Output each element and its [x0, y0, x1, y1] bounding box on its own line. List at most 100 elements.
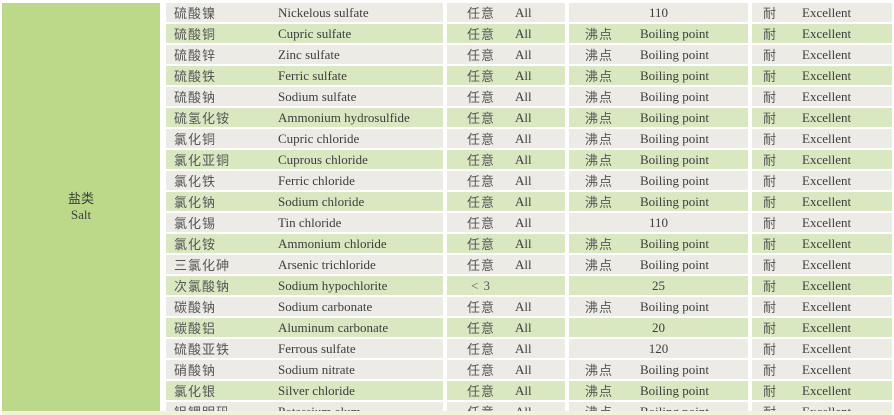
concentration-en: All: [515, 67, 532, 83]
name-cell: 碳酸钠 Sodium carbonate: [160, 297, 443, 316]
concentration-en: All: [515, 256, 532, 272]
name-zh: 硝酸钠: [174, 363, 217, 378]
temperature-value: 120: [648, 340, 669, 356]
concentration-zh: 任意: [466, 363, 495, 378]
name-en: Nickelous sulfate: [278, 4, 369, 20]
concentration-en: All: [515, 4, 532, 20]
resistance-cell: 耐 Excellent: [748, 129, 892, 148]
temperature-zh: 沸点: [584, 48, 613, 63]
temperature-cell: 沸点 Boiling point: [565, 234, 748, 253]
name-cell: 硫酸铜 Cupric sulfate: [160, 24, 443, 43]
name-en: Potassium alum: [278, 403, 361, 415]
name-cell: 氯化锡 Tin chloride: [160, 213, 443, 232]
temperature-cell: 沸点 Boiling point: [565, 360, 748, 379]
concentration-cell: 任意 All: [443, 192, 565, 211]
concentration-zh: 任意: [466, 258, 495, 273]
resistance-zh: 耐: [762, 174, 777, 189]
concentration-zh: 任意: [466, 132, 495, 147]
concentration-en: All: [515, 151, 532, 167]
resistance-en: Excellent: [802, 298, 852, 314]
name-zh: 次氯酸钠: [174, 279, 231, 294]
name-en: Ammonium chloride: [278, 235, 387, 251]
temperature-value: 110: [648, 4, 669, 20]
resistance-zh: 耐: [762, 300, 777, 315]
resistance-cell: 耐 Excellent: [748, 3, 892, 22]
table-row: 氯化铜 Cupric chloride 任意 All 沸点 Boiling point 耐 E…: [160, 129, 892, 150]
concentration-cell: 任意 All: [443, 45, 565, 64]
temperature-zh: 沸点: [584, 90, 613, 105]
temperature-en: Boiling point: [640, 88, 709, 104]
resistance-cell: 耐 Excellent: [748, 276, 892, 295]
temperature-zh: 沸点: [584, 132, 613, 147]
name-zh: 硫酸钠: [174, 90, 217, 105]
bottom-strip: [2, 411, 892, 415]
table-row: 氯化铁 Ferric chloride 任意 All 沸点 Boiling point 耐 E…: [160, 171, 892, 192]
name-cell: 硫氢化铵 Ammonium hydrosulfide: [160, 108, 443, 127]
resistance-en: Excellent: [802, 151, 852, 167]
resistance-zh: 耐: [762, 342, 777, 357]
temperature-en: Boiling point: [640, 109, 709, 125]
temperature-en: Boiling point: [640, 382, 709, 398]
concentration-en: All: [515, 340, 532, 356]
name-en: Sodium chloride: [278, 193, 365, 209]
resistance-cell: 耐 Excellent: [748, 24, 892, 43]
resistance-en: Excellent: [802, 130, 852, 146]
temperature-cell: 沸点 Boiling point: [565, 66, 748, 85]
concentration-en: All: [515, 46, 532, 62]
concentration-zh: 任意: [466, 300, 495, 315]
table-row: 硫酸亚铁 Ferrous sulfate 任意 All 120 耐 Excellent: [160, 339, 892, 360]
table-row: 硫酸铜 Cupric sulfate 任意 All 沸点 Boiling point 耐 Ex…: [160, 24, 892, 45]
name-zh: 三氯化砷: [174, 258, 231, 273]
name-en: Arsenic trichloride: [278, 256, 376, 272]
salt-table-rows: 硫酸镍 Nickelous sulfate 任意 All 110 耐 Excellent 硫酸…: [160, 3, 892, 415]
table-row: 硫酸钠 Sodium sulfate 任意 All 沸点 Boiling point 耐 Ex…: [160, 87, 892, 108]
concentration-zh: < 3: [470, 277, 492, 293]
name-zh: 铝钾明矾: [174, 405, 231, 415]
resistance-en: Excellent: [802, 4, 852, 20]
concentration-en: All: [515, 319, 532, 335]
resistance-en: Excellent: [802, 214, 852, 230]
concentration-zh: 任意: [466, 216, 495, 231]
resistance-en: Excellent: [802, 340, 852, 356]
resistance-cell: 耐 Excellent: [748, 402, 892, 415]
concentration-cell: 任意 All: [443, 360, 565, 379]
temperature-zh: 沸点: [584, 153, 613, 168]
concentration-en: All: [515, 130, 532, 146]
temperature-value: 20: [652, 319, 665, 335]
name-cell: 硫酸锌 Zinc sulfate: [160, 45, 443, 64]
name-zh: 氯化铁: [174, 174, 217, 189]
resistance-en: Excellent: [802, 46, 852, 62]
concentration-zh: 任意: [466, 174, 495, 189]
temperature-cell: 沸点 Boiling point: [565, 45, 748, 64]
table-row: 次氯酸钠 Sodium hypochlorite < 3 25 耐 Excellent: [160, 276, 892, 297]
temperature-en: Boiling point: [640, 235, 709, 251]
resistance-cell: 耐 Excellent: [748, 213, 892, 232]
concentration-cell: 任意 All: [443, 3, 565, 22]
resistance-zh: 耐: [762, 6, 777, 21]
name-cell: 硝酸钠 Sodium nitrate: [160, 360, 443, 379]
concentration-cell: 任意 All: [443, 255, 565, 274]
resistance-zh: 耐: [762, 321, 777, 336]
concentration-zh: 任意: [466, 384, 495, 399]
resistance-en: Excellent: [802, 109, 852, 125]
resistance-zh: 耐: [762, 90, 777, 105]
temperature-zh: 沸点: [584, 384, 613, 399]
resistance-en: Excellent: [802, 382, 852, 398]
temperature-cell: 沸点 Boiling point: [565, 24, 748, 43]
name-en: Ferric chloride: [278, 172, 355, 188]
name-en: Ferric sulfate: [278, 67, 347, 83]
name-cell: 硫酸铁 Ferric sulfate: [160, 66, 443, 85]
table-row: 三氯化砷 Arsenic trichloride 任意 All 沸点 Boiling po…: [160, 255, 892, 276]
temperature-en: Boiling point: [640, 151, 709, 167]
temperature-cell: 沸点 Boiling point: [565, 381, 748, 400]
resistance-zh: 耐: [762, 363, 777, 378]
concentration-cell: 任意 All: [443, 297, 565, 316]
resistance-cell: 耐 Excellent: [748, 381, 892, 400]
table-row: 氯化银 Silver chloride 任意 All 沸点 Boiling point 耐 E…: [160, 381, 892, 402]
temperature-zh: 沸点: [584, 174, 613, 189]
temperature-en: Boiling point: [640, 361, 709, 377]
temperature-zh: 沸点: [584, 258, 613, 273]
concentration-en: All: [515, 403, 532, 415]
name-en: Sodium hypochlorite: [278, 277, 388, 293]
temperature-value: 110: [648, 214, 669, 230]
